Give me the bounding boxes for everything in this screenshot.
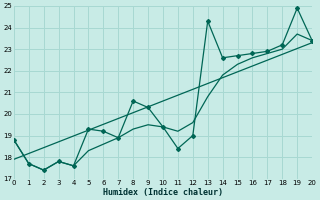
X-axis label: Humidex (Indice chaleur): Humidex (Indice chaleur) xyxy=(103,188,223,197)
